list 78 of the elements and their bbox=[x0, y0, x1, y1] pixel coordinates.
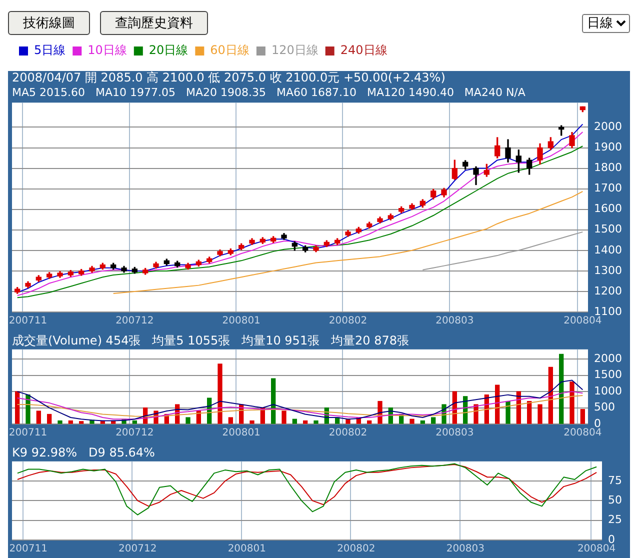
bar bbox=[68, 420, 73, 424]
bar bbox=[548, 366, 553, 424]
chart-title: 成交量(Volume) 454張 均量5 1055張 均量10 951張 均量20 878張 bbox=[12, 333, 410, 348]
bar bbox=[26, 394, 30, 424]
x-tick-label: 200803 bbox=[436, 428, 474, 439]
bar bbox=[218, 364, 222, 424]
bar bbox=[47, 414, 52, 424]
y-tick-label: 1900 bbox=[594, 140, 622, 154]
x-tick-label: 200803 bbox=[436, 316, 474, 327]
y-tick-label: 1400 bbox=[594, 243, 622, 256]
chart-title: 2008/04/07 開 2085.0 高 2100.0 低 2075.0 收 2100.0元 +50.00(+2.43%) bbox=[12, 70, 446, 84]
legend-label: 10日線 bbox=[88, 43, 127, 58]
y-tick-label: 1300 bbox=[594, 264, 622, 277]
bar bbox=[58, 420, 62, 424]
y-tick-label: 75 bbox=[608, 474, 622, 487]
legend-label: 5日線 bbox=[34, 43, 66, 58]
bar bbox=[570, 382, 574, 424]
y-tick-label: 50 bbox=[608, 494, 622, 507]
bar bbox=[495, 384, 500, 424]
button: 查詢歷史資料 bbox=[100, 11, 208, 35]
bar bbox=[580, 408, 586, 424]
x-tick-label: 200711 bbox=[9, 544, 48, 555]
y-tick-label: 1700 bbox=[594, 182, 622, 195]
bar bbox=[314, 420, 318, 424]
x-tick-label: 200712 bbox=[118, 544, 157, 555]
x-tick-label: 200712 bbox=[116, 428, 154, 439]
bar bbox=[36, 410, 41, 424]
x-tick-label: 200803 bbox=[446, 544, 485, 555]
button: 技術線圖 bbox=[8, 11, 90, 35]
y-tick-label: 1600 bbox=[594, 202, 622, 216]
x-tick-label: 200804 bbox=[577, 544, 616, 555]
bar bbox=[559, 354, 564, 424]
x-tick-label: 200802 bbox=[328, 316, 368, 327]
x-tick-label: 200712 bbox=[116, 316, 154, 327]
bar bbox=[527, 400, 532, 424]
y-tick-label: 25 bbox=[608, 513, 622, 526]
x-tick-label: 200802 bbox=[328, 428, 368, 439]
bar bbox=[271, 378, 276, 424]
y-tick-label: 2000 bbox=[594, 120, 622, 134]
legend-label: 20日線 bbox=[148, 43, 188, 58]
legend-label: 240日線 bbox=[340, 43, 388, 58]
y-tick-label: 1800 bbox=[594, 161, 622, 174]
legend-label: 60日線 bbox=[210, 43, 250, 58]
x-tick-label: 200801 bbox=[228, 544, 266, 555]
bar bbox=[228, 417, 233, 424]
bar bbox=[292, 418, 297, 424]
x-tick-label: 200804 bbox=[564, 316, 602, 327]
x-tick-label: 200711 bbox=[8, 428, 48, 439]
y-tick-label: 500 bbox=[594, 400, 616, 414]
y-tick-label: 1500 bbox=[594, 222, 622, 236]
bar bbox=[79, 421, 84, 424]
bar bbox=[431, 417, 436, 424]
y-tick-label: 1500 bbox=[594, 368, 622, 382]
y-tick-label: 2000 bbox=[594, 352, 622, 365]
y-tick-label: 1200 bbox=[594, 284, 622, 298]
bar bbox=[132, 420, 137, 424]
bar bbox=[282, 410, 286, 424]
legend-label: 120日線 bbox=[271, 43, 318, 58]
dropdown: 日線 bbox=[582, 14, 630, 32]
bar bbox=[410, 418, 414, 424]
chart-subtitle: MA5 2015.60 MA10 1977.05 MA20 1908.35 MA60 1687.10 MA120 1490.40 MA240 N/A bbox=[12, 86, 526, 99]
y-tick-label: 1000 bbox=[594, 384, 622, 398]
bar bbox=[367, 420, 372, 424]
bar bbox=[186, 417, 190, 424]
chart-title: K9 92.98% D9 85.64% bbox=[12, 445, 155, 460]
bar bbox=[15, 391, 20, 424]
bar bbox=[506, 400, 510, 424]
x-tick-label: 200711 bbox=[8, 316, 48, 327]
bar bbox=[474, 404, 478, 424]
bar bbox=[303, 420, 308, 424]
x-tick-label: 200804 bbox=[564, 428, 602, 439]
bar bbox=[250, 420, 254, 424]
x-tick-label: 200801 bbox=[222, 316, 260, 327]
bar bbox=[100, 421, 105, 424]
x-tick-label: 200801 bbox=[222, 428, 260, 439]
bar bbox=[538, 404, 542, 424]
bar bbox=[420, 420, 425, 424]
x-tick-label: 200802 bbox=[337, 544, 376, 555]
